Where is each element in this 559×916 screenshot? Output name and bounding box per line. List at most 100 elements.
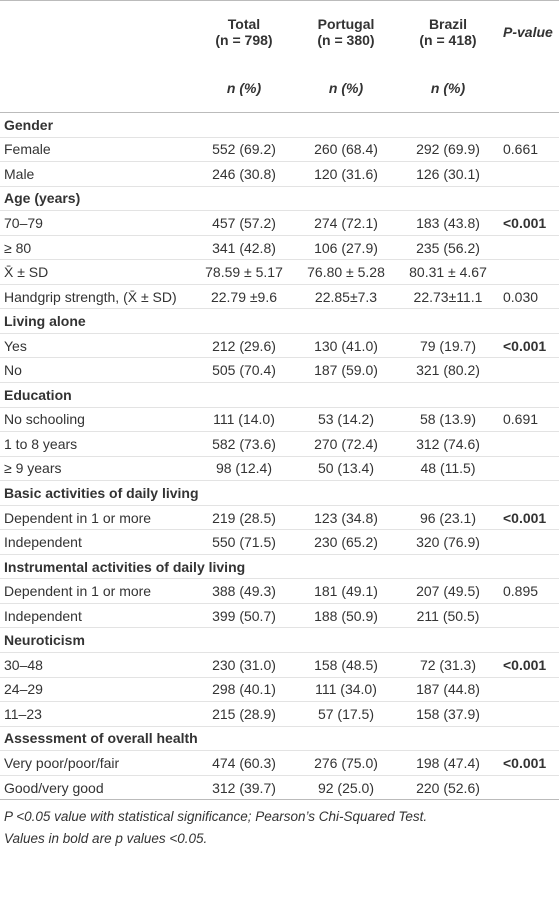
p-value: <0.001 [499,210,559,236]
section-title: Neuroticism [0,627,559,654]
table-body: Gender Female 552 (69.2) 260 (68.4) 292 (69.… [0,112,559,801]
cell: 211 (50.5) [397,603,499,629]
data-row: Yes 212 (29.6) 130 (41.0) 79 (19.7) <0.001 [0,333,559,359]
cell: 96 (23.1) [397,505,499,531]
row-label: X̄ ± SD [0,259,193,285]
section-title: Age (years) [0,186,559,212]
p-value: <0.001 [499,652,559,678]
cell: 457 (57.2) [193,210,295,236]
footnotes: P <0.05 value with statistical significa… [0,800,559,850]
cell: 207 (49.5) [397,578,499,604]
cell: 50 (13.4) [295,456,397,482]
p-value [499,161,559,187]
cell: 181 (49.1) [295,578,397,604]
p-value: <0.001 [499,750,559,776]
column-header: Brazil (n = 418) [397,0,499,63]
cell: 292 (69.9) [397,137,499,163]
p-value: 0.895 [499,578,559,604]
section-row: Neuroticism [0,627,559,654]
cell: 79 (19.7) [397,333,499,359]
section-row: Gender [0,112,559,138]
cell: 212 (29.6) [193,333,295,359]
section-row: Assessment of overall health [0,726,559,752]
data-row: No 505 (70.4) 187 (59.0) 321 (80.2) [0,357,559,384]
data-row: X̄ ± SD 78.59 ± 5.17 76.80 ± 5.28 80.31 ± 4… [0,259,559,285]
row-label: Male [0,161,193,187]
row-label: 1 to 8 years [0,431,193,457]
cell: 582 (73.6) [193,431,295,457]
section-title: Assessment of overall health [0,726,559,752]
cell: 505 (70.4) [193,357,295,384]
data-row: 24–29 298 (40.1) 111 (34.0) 187 (44.8) [0,677,559,703]
subheader: n (%) [193,63,295,113]
p-value [499,259,559,285]
section-row: Basic activities of daily living [0,480,559,506]
section-title: Living alone [0,308,559,334]
p-value [499,529,559,555]
cell: 274 (72.1) [295,210,397,236]
p-value: 0.661 [499,137,559,163]
cell: 276 (75.0) [295,750,397,776]
data-row: Female 552 (69.2) 260 (68.4) 292 (69.9) 0.66… [0,137,559,163]
cell: 22.73±11.1 [397,284,499,310]
data-row: 70–79 457 (57.2) 274 (72.1) 183 (43.8) <0.00… [0,210,559,236]
row-label: No schooling [0,407,193,433]
cell: 72 (31.3) [397,652,499,678]
cell: 399 (50.7) [193,603,295,629]
row-label: No [0,357,193,384]
row-label: Independent [0,529,193,555]
data-row: No schooling 111 (14.0) 53 (14.2) 58 (13.9)… [0,407,559,433]
data-row: Independent 399 (50.7) 188 (50.9) 211 (50.5… [0,603,559,629]
column-n: (n = 798) [215,32,273,48]
cell: 341 (42.8) [193,235,295,261]
cell: 92 (25.0) [295,775,397,801]
row-label: 30–48 [0,652,193,678]
column-name: P-value [503,24,553,40]
footnote: Values in bold are p values <0.05. [4,831,208,847]
cell: 320 (76.9) [397,529,499,555]
p-value [499,677,559,703]
cell: 80.31 ± 4.67 [397,259,499,285]
cell: 215 (28.9) [193,701,295,727]
row-label: Female [0,137,193,163]
section-title: Basic activities of daily living [0,480,559,506]
column-header: P-value [499,0,559,63]
cell: 183 (43.8) [397,210,499,236]
cell: 235 (56.2) [397,235,499,261]
cell: 22.79 ±9.6 [193,284,295,310]
column-header: Portugal (n = 380) [295,0,397,63]
p-value [499,701,559,727]
row-label: Dependent in 1 or more [0,505,193,531]
cell: 57 (17.5) [295,701,397,727]
p-value [499,456,559,482]
section-title: Education [0,382,559,408]
cell: 298 (40.1) [193,677,295,703]
section-row: Education [0,382,559,408]
data-table: Total (n = 798) Portugal (n = 380) Brazil(… [0,0,559,801]
cell: 220 (52.6) [397,775,499,801]
section-row: Age (years) [0,186,559,212]
cell: 78.59 ± 5.17 [193,259,295,285]
column-name: Brazil [428,16,468,32]
cell: 188 (50.9) [295,603,397,629]
data-row: Male 246 (30.8) 120 (31.6) 126 (30.1) [0,161,559,187]
cell: 230 (65.2) [295,529,397,555]
cell: 230 (31.0) [193,652,295,678]
table-header: Total (n = 798) Portugal (n = 380) Brazil(… [0,0,559,113]
cell: 58 (13.9) [397,407,499,433]
cell: 126 (30.1) [397,161,499,187]
cell: 48 (11.5) [397,456,499,482]
data-row: Good/very good 312 (39.7) 92 (25.0) 220 (52… [0,775,559,801]
cell: 111 (34.0) [295,677,397,703]
section-row: Living alone [0,308,559,334]
cell: 312 (74.6) [397,431,499,457]
cell: 22.85±7.3 [295,284,397,310]
cell: 111 (14.0) [193,407,295,433]
row-label: Dependent in 1 or more [0,578,193,604]
row-label: Independent [0,603,193,629]
row-label: Good/very good [0,775,193,801]
cell: 130 (41.0) [295,333,397,359]
cell: 474 (60.3) [193,750,295,776]
data-row: Dependent in 1 or more 219 (28.5) 123 (34.… [0,505,559,531]
